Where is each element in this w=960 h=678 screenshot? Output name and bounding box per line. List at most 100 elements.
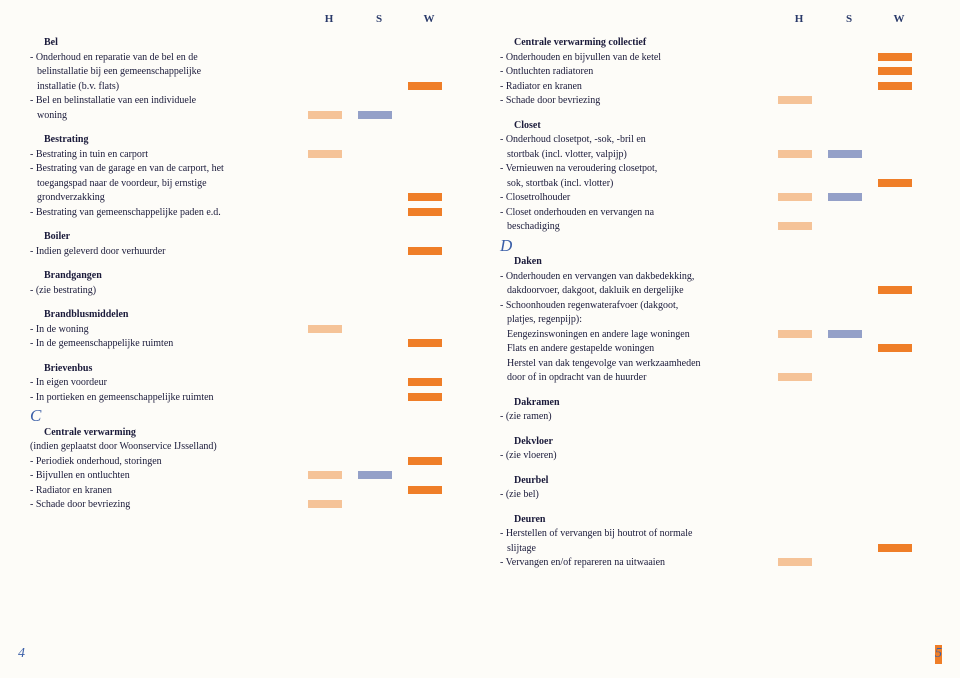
bar-h — [778, 193, 812, 201]
bar-w — [408, 393, 442, 401]
item-text: - In de woning — [30, 323, 300, 337]
item-text: - (zie bestrating) — [30, 284, 300, 298]
hdr-s: S — [824, 12, 874, 27]
bar-w — [408, 486, 442, 494]
item-text: - Bestrating van gemeenschappelijke pade… — [30, 206, 300, 220]
item-text: (indien geplaatst door Woonservice IJsse… — [30, 440, 300, 454]
item-text: - Periodiek onderhoud, storingen — [30, 455, 300, 469]
hdr-s: S — [354, 12, 404, 27]
item-text: slijtage — [500, 542, 770, 556]
item-text: sok, stortbak (incl. vlotter) — [500, 177, 770, 191]
item-text: - Bel en belinstallatie van een individu… — [30, 94, 300, 108]
bar-w — [878, 544, 912, 552]
item-text: - Bestrating van de garage en van de car… — [30, 162, 300, 176]
item-text: - Onderhoud closetpot, -sok, -bril en — [500, 133, 770, 147]
item-text: - Onderhoud en reparatie van de bel en d… — [30, 51, 300, 65]
section-title: Boiler — [30, 230, 300, 244]
spread: H S W Bel - Onderhoud en reparatie van d… — [0, 0, 960, 678]
item-text: Flats en andere gestapelde woningen — [500, 342, 770, 356]
item-text: - Radiator en kranen — [30, 484, 300, 498]
item-text: beschadiging — [500, 220, 770, 234]
section-title: Dekvloer — [500, 435, 770, 449]
bar-s — [828, 193, 862, 201]
item-text: belinstallatie bij een gemeenschappelijk… — [30, 65, 300, 79]
bar-h — [308, 325, 342, 333]
item-text: Eengezinswoningen en andere lage woninge… — [500, 328, 770, 342]
item-text: - Schade door bevriezing — [500, 94, 770, 108]
content-left: Bel - Onderhoud en reparatie van de bel … — [30, 36, 450, 513]
section-title: Bestrating — [30, 133, 300, 147]
bar-w — [408, 208, 442, 216]
item-text: grondverzakking — [30, 191, 300, 205]
item-text: - In portieken en gemeenschappelijke rui… — [30, 391, 300, 405]
section-title: Centrale verwarming collectief — [500, 36, 770, 50]
item-text: - (zie vloeren) — [500, 449, 770, 463]
bar-w — [878, 179, 912, 187]
page-number-left: 4 — [18, 645, 25, 664]
section-title: Brandgangen — [30, 269, 300, 283]
bar-s — [828, 150, 862, 158]
item-text: - Bijvullen en ontluchten — [30, 469, 300, 483]
page-right: H S W Centrale verwarming collectief - O… — [480, 0, 960, 678]
section-title: Bel — [30, 36, 300, 50]
item-text: installatie (b.v. flats) — [30, 80, 300, 94]
bar-w — [878, 82, 912, 90]
page-number-right: 5 — [935, 645, 942, 664]
hdr-h: H — [774, 12, 824, 27]
hdr-h: H — [304, 12, 354, 27]
section-title: Deuren — [500, 513, 770, 527]
bar-w — [878, 286, 912, 294]
bar-s — [828, 330, 862, 338]
content-right: Centrale verwarming collectief - Onderho… — [500, 36, 930, 571]
item-text: - In eigen voordeur — [30, 376, 300, 390]
bar-h — [778, 373, 812, 381]
bar-w — [408, 339, 442, 347]
item-text: stortbak (incl. vlotter, valpijp) — [500, 148, 770, 162]
item-text: - (zie ramen) — [500, 410, 770, 424]
item-text: - Onderhouden en vervangen van dakbedekk… — [500, 270, 770, 284]
item-text: - (zie bel) — [500, 488, 770, 502]
hdr-w: W — [404, 12, 454, 27]
item-text: - Closet onderhouden en vervangen na — [500, 206, 770, 220]
item-text: - Onderhouden en bijvullen van de ketel — [500, 51, 770, 65]
bar-h — [308, 111, 342, 119]
bar-w — [878, 53, 912, 61]
item-text: - Closetrolhouder — [500, 191, 770, 205]
page-left: H S W Bel - Onderhoud en reparatie van d… — [0, 0, 480, 678]
bar-w — [878, 344, 912, 352]
bar-h — [308, 471, 342, 479]
item-text: - Indien geleverd door verhuurder — [30, 245, 300, 259]
bar-h — [778, 330, 812, 338]
section-title: Brandblusmiddelen — [30, 308, 300, 322]
item-text: toegangspad naar de voordeur, bij ernsti… — [30, 177, 300, 191]
item-text: - Schoonhouden regenwaterafvoer (dakgoot… — [500, 299, 770, 313]
item-text: - Schade door bevriezing — [30, 498, 300, 512]
section-letter-c: C — [30, 405, 450, 428]
bar-h — [778, 222, 812, 230]
section-title: Closet — [500, 119, 770, 133]
item-text: - Vernieuwen na veroudering closetpot, — [500, 162, 770, 176]
bar-h — [308, 150, 342, 158]
bar-h — [308, 500, 342, 508]
item-text: - Herstellen of vervangen bij houtrot of… — [500, 527, 770, 541]
item-text: platjes, regenpijp): — [500, 313, 770, 327]
bar-w — [408, 457, 442, 465]
item-text: woning — [30, 109, 300, 123]
bar-w — [408, 82, 442, 90]
item-text: Herstel van dak tengevolge van werkzaamh… — [500, 357, 770, 371]
hdr-w: W — [874, 12, 924, 27]
bar-s — [358, 471, 392, 479]
bar-h — [778, 96, 812, 104]
bar-h — [778, 150, 812, 158]
section-letter-d: D — [500, 235, 930, 258]
column-headers-left: H S W — [304, 12, 454, 27]
bar-w — [878, 67, 912, 75]
bar-h — [778, 558, 812, 566]
item-text: dakdoorvoer, dakgoot, dakluik en dergeli… — [500, 284, 770, 298]
item-text: - Vervangen en/of repareren na uitwaaien — [500, 556, 770, 570]
item-text: door of in opdracht van de huurder — [500, 371, 770, 385]
bar-s — [358, 111, 392, 119]
bar-w — [408, 193, 442, 201]
section-title: Deurbel — [500, 474, 770, 488]
item-text: - Bestrating in tuin en carport — [30, 148, 300, 162]
